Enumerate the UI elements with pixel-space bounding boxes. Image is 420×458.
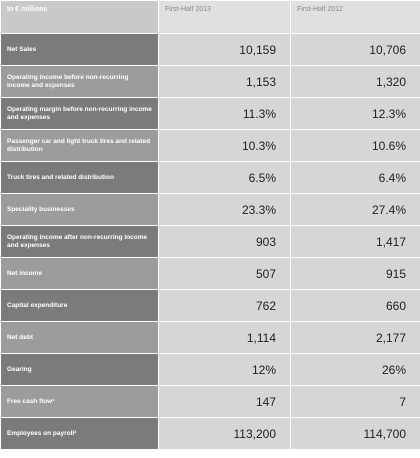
label-cell: Operating income before non-recurring in… bbox=[0, 65, 159, 98]
label-cell: Net debt bbox=[0, 321, 159, 354]
value-cell: 507 bbox=[158, 257, 291, 290]
table-row: Operating margin before non-recurring in… bbox=[0, 97, 420, 130]
header-cell: First-Half 2012 bbox=[290, 0, 420, 34]
value-cell: 11.3% bbox=[158, 97, 291, 130]
label-cell: Net Sales bbox=[0, 33, 159, 66]
table-row: Speciality businesses 23.3% 27.4% bbox=[0, 193, 420, 226]
header-cell: First-Half 2013 bbox=[158, 0, 291, 34]
value-cell: 1,417 bbox=[290, 225, 420, 258]
value-cell: 10,159 bbox=[158, 33, 291, 66]
table-row: Employees on payroll² 113,200 114,700 bbox=[0, 417, 420, 450]
header-cell: In € millions bbox=[0, 0, 159, 34]
table-row: Net income 507 915 bbox=[0, 257, 420, 290]
value-cell: 915 bbox=[290, 257, 420, 290]
value-cell: 762 bbox=[158, 289, 291, 322]
value-cell: 10.6% bbox=[290, 129, 420, 162]
value-cell: 26% bbox=[290, 353, 420, 386]
table-row: Gearing 12% 26% bbox=[0, 353, 420, 386]
value-cell: 12% bbox=[158, 353, 291, 386]
value-cell: 1,320 bbox=[290, 65, 420, 98]
table-row: Operating income before non-recurring in… bbox=[0, 65, 420, 98]
label-cell: Passenger car and light truck tires and … bbox=[0, 129, 159, 162]
value-cell: 147 bbox=[158, 385, 291, 418]
value-cell: 6.4% bbox=[290, 161, 420, 194]
label-cell: Employees on payroll² bbox=[0, 417, 159, 450]
value-cell: 23.3% bbox=[158, 193, 291, 226]
table-row: Operating income after non-recurring inc… bbox=[0, 225, 420, 258]
value-cell: 12.3% bbox=[290, 97, 420, 130]
table-row: Free cash flow¹ 147 7 bbox=[0, 385, 420, 418]
value-cell: 6.5% bbox=[158, 161, 291, 194]
value-cell: 10.3% bbox=[158, 129, 291, 162]
label-cell: Net income bbox=[0, 257, 159, 290]
label-cell: Speciality businesses bbox=[0, 193, 159, 226]
table-row: Passenger car and light truck tires and … bbox=[0, 129, 420, 162]
value-cell: 1,153 bbox=[158, 65, 291, 98]
value-cell: 113,200 bbox=[158, 417, 291, 450]
label-cell: Gearing bbox=[0, 353, 159, 386]
label-cell: Truck tires and related distribution bbox=[0, 161, 159, 194]
label-cell: Capital expenditure bbox=[0, 289, 159, 322]
value-cell: 114,700 bbox=[290, 417, 420, 450]
table-row: Truck tires and related distribution 6.5%… bbox=[0, 161, 420, 194]
value-cell: 903 bbox=[158, 225, 291, 258]
label-cell: Operating income after non-recurring inc… bbox=[0, 225, 159, 258]
value-cell: 660 bbox=[290, 289, 420, 322]
label-cell: Operating margin before non-recurring in… bbox=[0, 97, 159, 130]
value-cell: 27.4% bbox=[290, 193, 420, 226]
value-cell: 1,114 bbox=[158, 321, 291, 354]
table-row: Capital expenditure 762 660 bbox=[0, 289, 420, 322]
table-row: Net debt 1,114 2,177 bbox=[0, 321, 420, 354]
table-row: Net Sales 10,159 10,706 bbox=[0, 33, 420, 66]
header-row: In € millions First-Half 2013 First-Half 2… bbox=[0, 0, 420, 34]
value-cell: 10,706 bbox=[290, 33, 420, 66]
value-cell: 7 bbox=[290, 385, 420, 418]
value-cell: 2,177 bbox=[290, 321, 420, 354]
label-cell: Free cash flow¹ bbox=[0, 385, 159, 418]
